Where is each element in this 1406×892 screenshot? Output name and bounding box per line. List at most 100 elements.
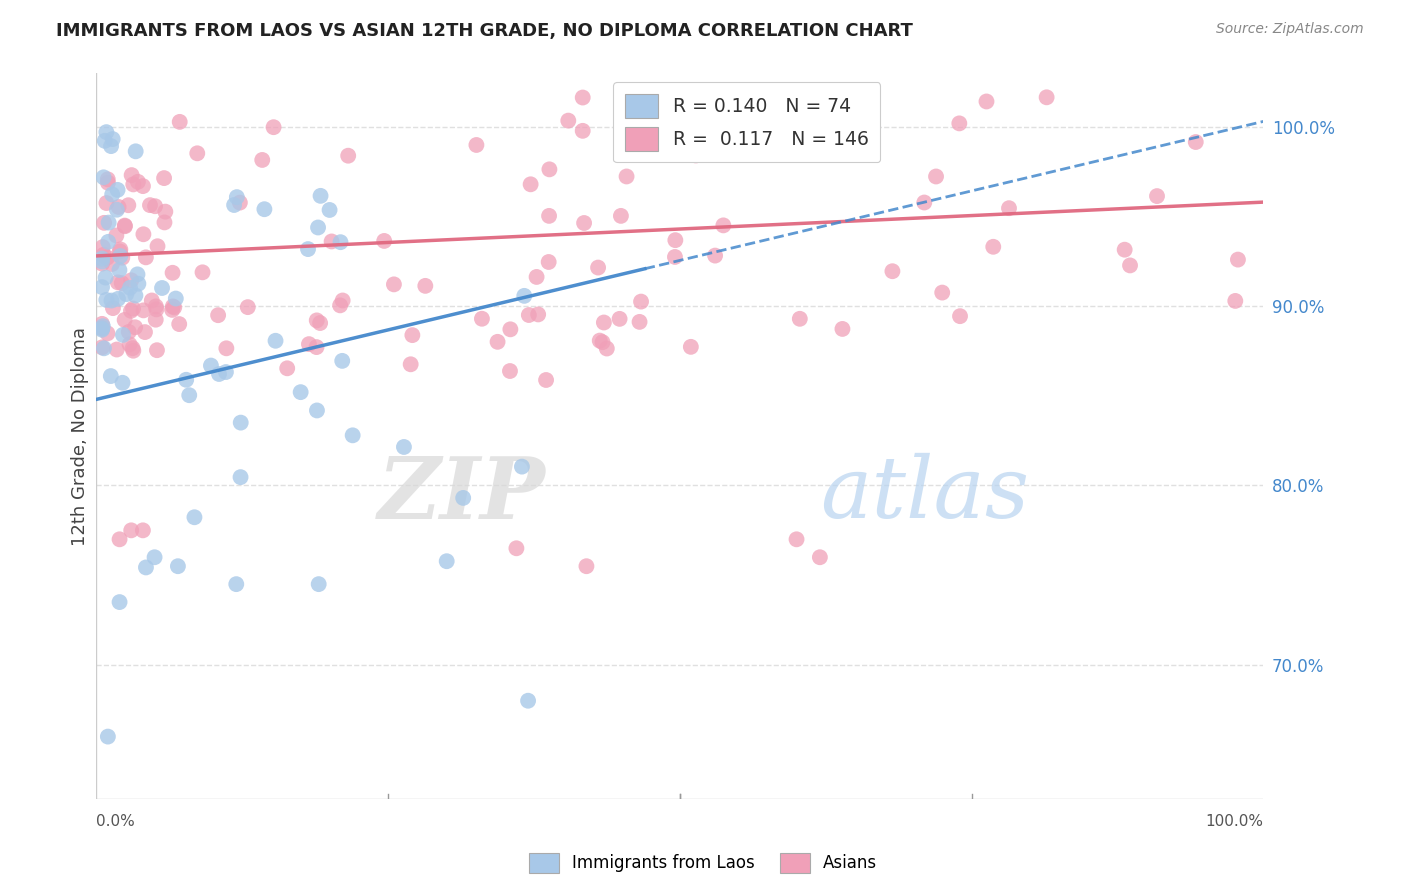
Point <box>949 309 972 323</box>
Point <box>146 343 169 358</box>
Point <box>150 281 173 295</box>
Point <box>91 319 114 334</box>
Point <box>931 285 953 300</box>
Point <box>586 260 609 275</box>
Point <box>572 216 595 230</box>
Point <box>91 252 114 266</box>
Point <box>609 311 631 326</box>
Point <box>96 326 118 341</box>
Point <box>91 254 114 268</box>
Point <box>415 278 437 293</box>
Point <box>124 288 146 302</box>
Point <box>471 311 494 326</box>
Point <box>332 293 354 308</box>
Legend: Immigrants from Laos, Asians: Immigrants from Laos, Asians <box>522 847 884 880</box>
Point <box>108 263 131 277</box>
Point <box>264 334 287 348</box>
Point <box>141 293 163 308</box>
Point <box>786 533 808 547</box>
Point <box>135 560 157 574</box>
Point <box>575 559 598 574</box>
Point <box>125 145 148 159</box>
Point <box>557 113 579 128</box>
Point <box>309 189 332 203</box>
Point <box>91 257 114 271</box>
Point <box>537 255 560 269</box>
Point <box>118 337 141 351</box>
Point <box>534 373 557 387</box>
Point <box>145 312 167 326</box>
Point <box>91 280 114 294</box>
Point <box>290 385 312 400</box>
Point <box>111 376 134 390</box>
Point <box>305 313 328 327</box>
Point <box>191 265 214 279</box>
Point <box>114 219 136 234</box>
Point <box>121 168 143 182</box>
Point <box>337 149 360 163</box>
Point <box>679 340 702 354</box>
Point <box>703 112 725 127</box>
Point <box>93 341 115 355</box>
Point <box>229 195 252 210</box>
Point <box>948 116 970 130</box>
Point <box>96 251 118 265</box>
Point <box>720 143 742 157</box>
Point <box>145 302 167 317</box>
Point <box>382 277 405 292</box>
Point <box>513 289 536 303</box>
Point <box>121 341 143 355</box>
Point <box>155 204 177 219</box>
Point <box>236 300 259 314</box>
Point <box>628 315 651 329</box>
Point <box>167 559 190 574</box>
Point <box>505 541 527 556</box>
Text: 100.0%: 100.0% <box>1205 814 1264 829</box>
Point <box>94 270 117 285</box>
Point <box>100 139 122 153</box>
Point <box>664 233 686 247</box>
Point <box>664 250 686 264</box>
Point <box>132 227 155 242</box>
Point <box>215 365 238 379</box>
Point <box>111 251 134 265</box>
Point <box>96 293 118 307</box>
Point <box>200 359 222 373</box>
Point <box>127 268 149 282</box>
Point <box>1146 189 1168 203</box>
Point <box>373 234 395 248</box>
Point <box>105 202 128 217</box>
Point <box>225 577 247 591</box>
Point <box>96 196 118 211</box>
Point <box>1226 252 1249 267</box>
Point <box>526 269 548 284</box>
Point <box>808 550 831 565</box>
Point <box>105 228 128 243</box>
Point <box>105 343 128 357</box>
Point <box>91 321 114 335</box>
Point <box>153 171 176 186</box>
Point <box>100 369 122 384</box>
Point <box>329 235 352 250</box>
Point <box>110 249 132 263</box>
Point <box>139 198 162 212</box>
Point <box>820 110 842 124</box>
Text: 0.0%: 0.0% <box>96 814 135 829</box>
Point <box>93 248 115 262</box>
Point <box>517 694 540 708</box>
Point <box>97 176 120 190</box>
Point <box>789 311 811 326</box>
Point <box>330 354 353 368</box>
Point <box>186 146 208 161</box>
Point <box>321 235 343 249</box>
Point <box>276 361 298 376</box>
Point <box>486 334 509 349</box>
Point <box>451 491 474 505</box>
Point <box>1035 90 1057 104</box>
Point <box>127 175 149 189</box>
Point <box>108 595 131 609</box>
Point <box>610 209 633 223</box>
Point <box>207 308 229 322</box>
Point <box>120 273 142 287</box>
Point <box>101 301 124 315</box>
